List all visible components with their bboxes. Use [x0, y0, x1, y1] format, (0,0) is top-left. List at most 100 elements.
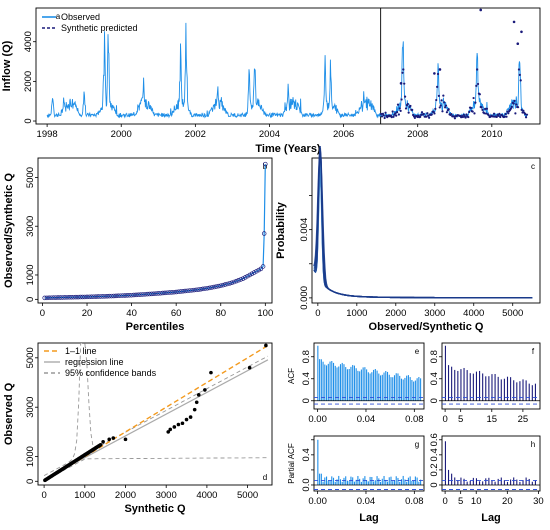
qq-point [247, 365, 252, 370]
synthetic-point [492, 115, 495, 118]
percentile-marker [115, 293, 121, 299]
x-tick-label: 4000 [196, 490, 217, 501]
synthetic-point [520, 30, 523, 34]
percentile-marker [162, 290, 168, 296]
density-curve [313, 170, 533, 299]
density-curve [313, 163, 533, 299]
synthetic-point [487, 114, 490, 117]
percentile-marker [218, 283, 223, 288]
synthetic-point [438, 106, 441, 109]
synthetic-point [492, 112, 496, 115]
synthetic-point [503, 115, 506, 118]
x-tick-label: 5 [458, 414, 463, 425]
synthetic-point [411, 108, 414, 112]
synthetic-point [518, 73, 521, 76]
synthetic-point [396, 111, 399, 114]
y-tick-label: 0 [429, 482, 440, 487]
y-tick-label: 0.000 [299, 286, 310, 310]
panel-g: 0.00 0.04 0.08 0.0 0.4 Lag Partial ACF g [287, 435, 425, 524]
panel-frame [313, 342, 425, 410]
percentile-marker [205, 285, 210, 291]
synthetic-point [389, 114, 392, 117]
percentile-marker [113, 293, 119, 299]
synthetic-point [442, 94, 445, 97]
synthetic-point [419, 115, 422, 118]
synthetic-point [430, 113, 433, 116]
x-tick-label: 5 [458, 496, 463, 507]
synthetic-point [461, 115, 465, 119]
percentile-marker [225, 281, 230, 287]
x-tick-label: 40 [126, 308, 137, 319]
synthetic-point [512, 20, 516, 24]
y-tick-label: 0.8 [301, 350, 312, 363]
synthetic-point [469, 106, 473, 110]
synthetic-point [468, 110, 471, 114]
qq-point [123, 437, 128, 442]
percentile-marker [254, 269, 259, 274]
synthetic-point [471, 110, 474, 113]
x-tick-label: 25 [518, 414, 529, 425]
synthetic-point [512, 102, 515, 105]
percentile-marker [75, 294, 81, 300]
synthetic-point [428, 116, 431, 119]
synthetic-point [409, 104, 412, 108]
synthetic-point [439, 104, 442, 107]
synthetic-point [447, 108, 450, 111]
percentile-marker [229, 280, 235, 286]
panel-letter: g [415, 440, 419, 449]
qq-point [188, 415, 193, 419]
percentile-line [44, 164, 266, 299]
synthetic-point [399, 109, 402, 112]
synthetic-point [484, 107, 487, 111]
synthetic-point [390, 116, 393, 119]
y-tick-label: 0.4 [429, 448, 440, 461]
x-axis-label: Percentiles [126, 321, 185, 333]
qq-point [203, 388, 207, 392]
synthetic-point [524, 112, 527, 116]
synthetic-point [440, 99, 443, 102]
percentile-marker [44, 295, 50, 301]
y-tick-label: 5000 [25, 167, 36, 188]
percentile-marker [82, 294, 88, 300]
percentile-marker [178, 289, 183, 294]
legend-label-synthetic: Synthetic predicted [61, 23, 138, 33]
synthetic-point [406, 102, 409, 106]
x-tick-label: 2000 [385, 308, 406, 319]
synthetic-point [395, 114, 398, 117]
percentile-marker [60, 295, 65, 300]
synthetic-point [498, 112, 501, 115]
legend-label: regression line [65, 357, 124, 367]
density-curve [313, 174, 533, 299]
synthetic-point [504, 112, 507, 116]
confidence-band-lower [43, 457, 268, 482]
synthetic-point [404, 107, 408, 110]
qq-point [209, 370, 213, 375]
synthetic-point [464, 116, 467, 119]
synthetic-point [420, 111, 424, 114]
synthetic-point [480, 106, 483, 109]
synthetic-point [509, 107, 513, 110]
x-tick-label: 0 [315, 308, 320, 319]
panel-letter: c [531, 162, 535, 171]
x-tick-label: 2002 [185, 129, 206, 140]
panel-b: 0 20 40 60 80 1000100030005000PercentilesObse… [3, 157, 273, 333]
synthetic-point [524, 116, 528, 119]
synthetic-point [426, 112, 429, 115]
percentile-marker [182, 288, 188, 294]
panel-letter: e [415, 347, 420, 356]
synthetic-point [515, 103, 518, 106]
percentile-marker [193, 287, 199, 293]
synthetic-point [398, 107, 401, 110]
synthetic-point [436, 72, 440, 76]
synthetic-point [522, 109, 525, 112]
synthetic-point [433, 72, 436, 75]
percentile-marker [245, 273, 250, 279]
y-tick-label: 0.4 [429, 372, 440, 385]
synthetic-point [452, 115, 456, 118]
y-tick-label: 0.0 [301, 478, 312, 491]
synthetic-point [394, 112, 397, 115]
synthetic-point [514, 112, 517, 115]
y-tick-label: 0 [25, 479, 36, 484]
synthetic-point [444, 106, 447, 109]
